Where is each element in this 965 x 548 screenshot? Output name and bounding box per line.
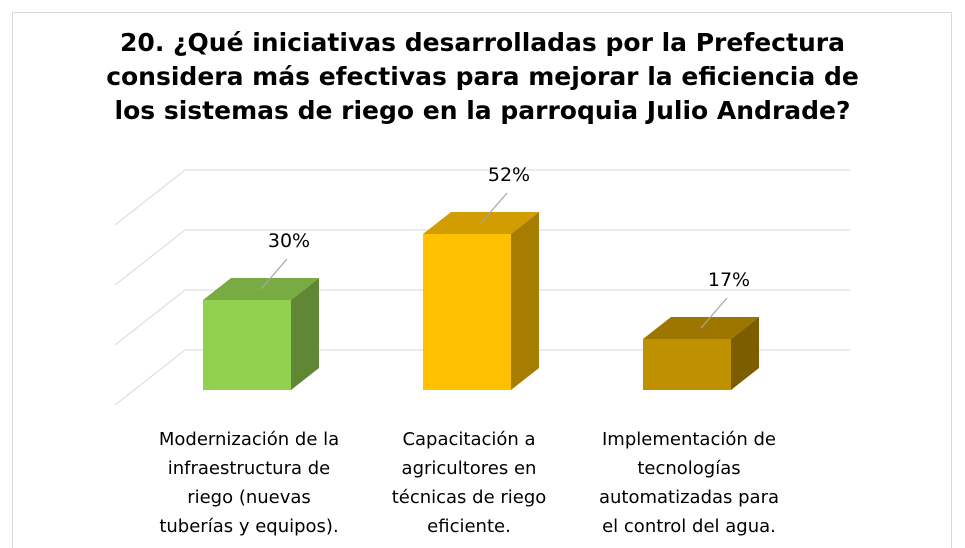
grid-line bbox=[114, 289, 186, 346]
chart-title: 20. ¿Qué iniciativas desarrolladas por l… bbox=[106, 28, 859, 125]
bar bbox=[643, 339, 731, 390]
leader-line bbox=[480, 192, 508, 224]
bar-side bbox=[291, 278, 319, 390]
x-tick-label: Modernización de la infraestructura de r… bbox=[158, 429, 340, 537]
bar bbox=[423, 234, 511, 390]
leader-line bbox=[260, 258, 288, 290]
bar bbox=[203, 300, 291, 390]
grid-line bbox=[114, 229, 186, 286]
x-tick-label: Implementación de tecnologías automatiza… bbox=[598, 429, 780, 537]
leader-line bbox=[700, 297, 728, 329]
bar-side bbox=[511, 212, 539, 390]
data-label: 52% bbox=[488, 164, 530, 186]
data-label: 17% bbox=[708, 269, 750, 291]
grid-line bbox=[114, 169, 186, 226]
bar-side bbox=[731, 317, 759, 390]
grid-line bbox=[114, 349, 186, 406]
x-tick-label: Capacitación a agricultores en técnicas … bbox=[391, 429, 547, 537]
chart-frame bbox=[12, 12, 952, 548]
data-label: 30% bbox=[268, 230, 310, 252]
